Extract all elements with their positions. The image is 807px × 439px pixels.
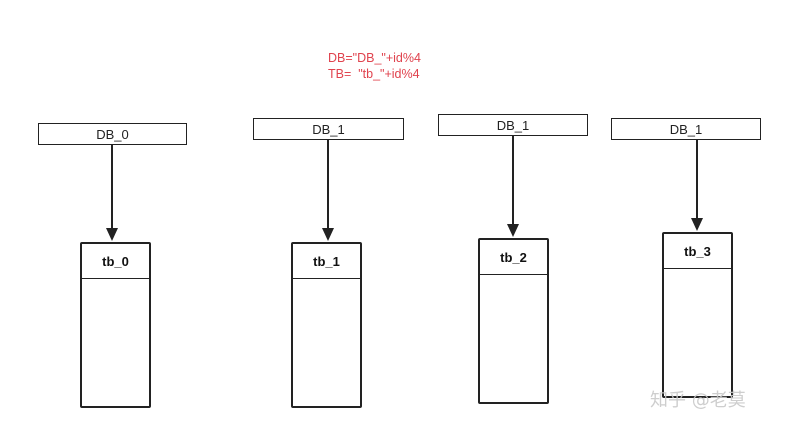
arrowhead-icon (507, 224, 519, 237)
table-box-0: tb_0 (80, 242, 151, 408)
table-header: tb_0 (82, 244, 149, 279)
db-label: DB_0 (96, 126, 129, 142)
db-box-3: DB_1 (611, 118, 761, 140)
arrowhead-icon (322, 228, 334, 241)
table-box-2: tb_2 (478, 238, 549, 404)
db-box-1: DB_1 (253, 118, 404, 140)
sharding-formula: DB="DB_"+id%4 TB= "tb_"+id%4 (328, 50, 421, 82)
arrowhead-icon (691, 218, 703, 231)
table-header: tb_3 (664, 234, 731, 269)
formula-tb-line: TB= "tb_"+id%4 (328, 67, 420, 81)
db-box-0: DB_0 (38, 123, 187, 145)
table-box-3: tb_3 (662, 232, 733, 398)
watermark: 知乎 @老莫 (650, 390, 746, 411)
arrowhead-icon (106, 228, 118, 241)
arrow-db1-tb3 (691, 140, 703, 231)
arrow-db1-tb2 (507, 136, 519, 237)
formula-db-line: DB="DB_"+id%4 (328, 51, 421, 65)
table-box-1: tb_1 (291, 242, 362, 408)
db-label: DB_1 (312, 121, 345, 137)
table-header: tb_1 (293, 244, 360, 279)
table-header: tb_2 (480, 240, 547, 275)
db-box-2: DB_1 (438, 114, 588, 136)
db-label: DB_1 (496, 117, 530, 133)
db-label: DB_1 (669, 121, 703, 137)
arrow-db0-tb0 (106, 145, 118, 241)
arrow-db1-tb1 (322, 140, 334, 241)
